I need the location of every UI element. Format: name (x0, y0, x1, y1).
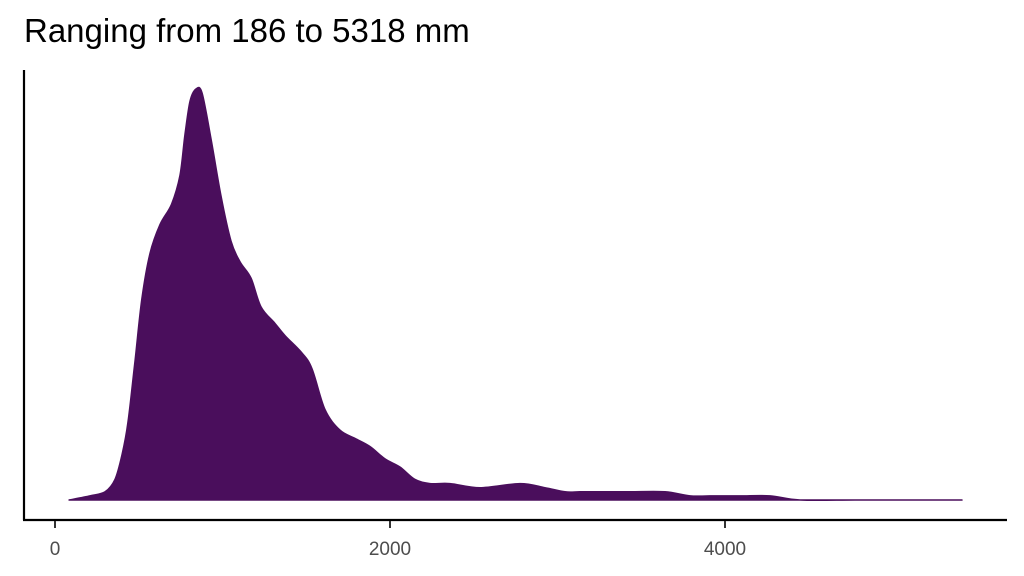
x-tick-label: 4000 (704, 539, 746, 560)
x-tick-label: 2000 (369, 539, 411, 560)
density-area (68, 86, 963, 502)
x-axis-ticks: 0 2000 4000 (50, 521, 746, 560)
chart-title: Ranging from 186 to 5318 mm (24, 12, 470, 49)
x-tick-label: 0 (50, 539, 61, 560)
